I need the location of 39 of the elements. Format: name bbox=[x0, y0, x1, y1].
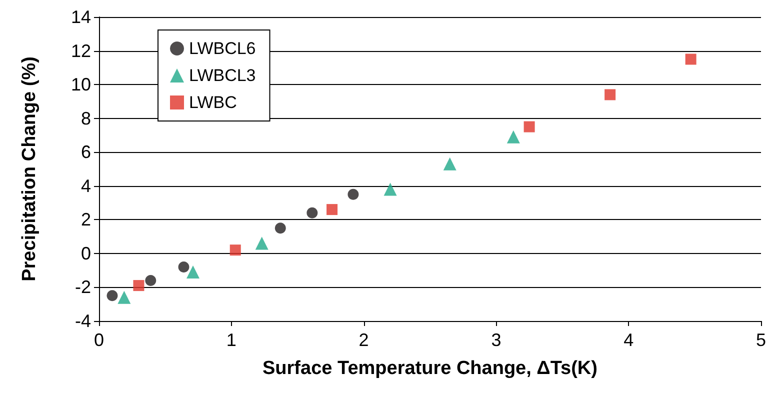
x-tick-label: 2 bbox=[358, 330, 369, 350]
y-tick-label: 8 bbox=[80, 108, 91, 128]
y-tick-label: 14 bbox=[70, 7, 91, 27]
point bbox=[186, 266, 200, 279]
x-tick-label: 1 bbox=[226, 330, 236, 350]
point bbox=[306, 207, 318, 218]
legend-label: LWBCL6 bbox=[189, 39, 256, 58]
legend-label: LWBCL3 bbox=[189, 66, 256, 85]
point bbox=[326, 204, 338, 216]
x-tick-label: 0 bbox=[94, 330, 104, 350]
x-axis-title: Surface Temperature Change, ΔTs(K) bbox=[262, 358, 598, 379]
y-tick-label: 0 bbox=[80, 243, 91, 264]
legend-label: LWBC bbox=[189, 93, 237, 112]
point bbox=[384, 182, 397, 196]
y-tick-label: 10 bbox=[70, 74, 91, 95]
point bbox=[178, 261, 190, 272]
point bbox=[685, 54, 696, 65]
point bbox=[255, 236, 268, 250]
point bbox=[506, 130, 520, 144]
point bbox=[274, 222, 286, 234]
y-tick-label: 2 bbox=[80, 210, 91, 230]
y-tick-label: 12 bbox=[70, 40, 91, 61]
y-tick-label: -4 bbox=[74, 311, 91, 331]
point bbox=[524, 121, 535, 132]
x-tick-label: 5 bbox=[756, 330, 766, 350]
x-tick-label: 4 bbox=[624, 330, 634, 350]
y-axis-title: Precipitation Change (%) bbox=[19, 56, 40, 282]
y-tick-label: 6 bbox=[80, 142, 91, 162]
point bbox=[106, 290, 118, 302]
point bbox=[348, 188, 359, 200]
y-tick-label: -2 bbox=[74, 277, 91, 298]
point bbox=[443, 157, 456, 170]
x-tick-label: 3 bbox=[491, 330, 502, 350]
y-tick-label: 4 bbox=[80, 176, 91, 196]
point bbox=[133, 280, 144, 292]
point bbox=[145, 274, 156, 286]
point bbox=[230, 244, 241, 256]
point bbox=[604, 89, 616, 100]
point bbox=[118, 290, 131, 304]
